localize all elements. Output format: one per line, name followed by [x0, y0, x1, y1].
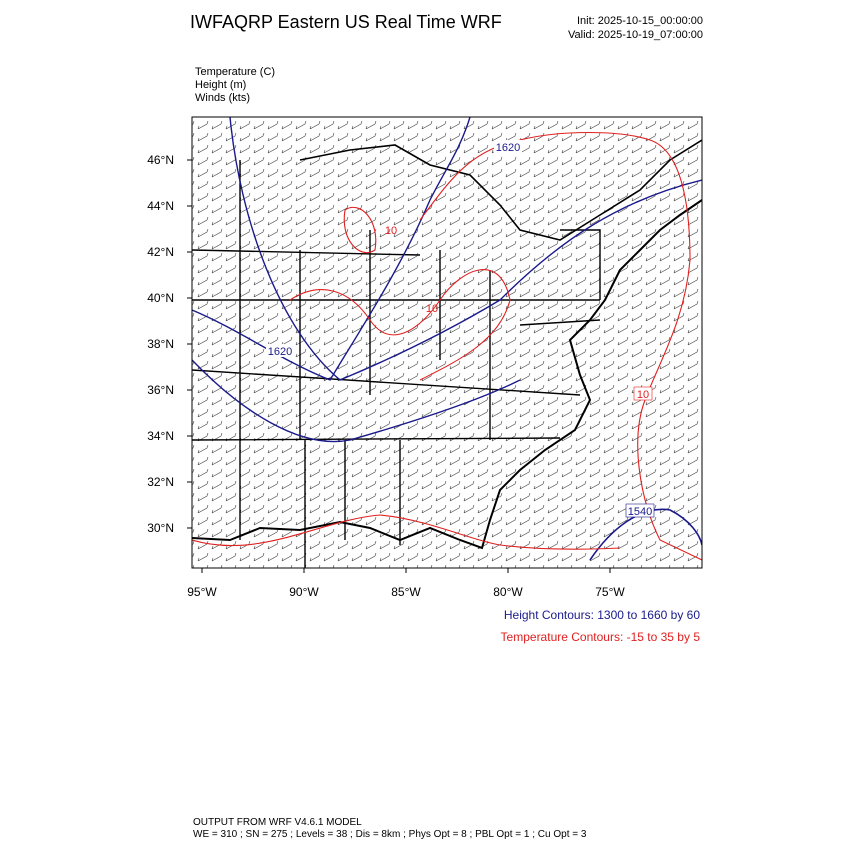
- contour-label: 10: [385, 225, 397, 237]
- footer: WE = 310 ; SN = 275 ; Levels = 38 ; Dis …: [193, 829, 587, 840]
- valid-time: Valid: 2025-10-19_07:00:00: [568, 29, 703, 41]
- height-legend: Height Contours: 1300 to 1660 by 60: [504, 608, 700, 622]
- contour-label: 1540: [628, 506, 652, 518]
- lon-tick-label: 90°W: [289, 585, 319, 599]
- label-box: [266, 344, 294, 357]
- lat-tick-label: 32°N: [147, 475, 174, 489]
- lat-tick-label: 36°N: [147, 383, 174, 397]
- lat-tick-label: 38°N: [147, 337, 174, 351]
- lon-tick-label: 75°W: [595, 585, 625, 599]
- state-lines: [192, 160, 601, 568]
- height-contour: [192, 117, 471, 381]
- lat-tick-label: 40°N: [147, 291, 174, 305]
- lat-tick-label: 34°N: [147, 429, 174, 443]
- field-label: Height (m): [195, 79, 246, 91]
- temperature-contour: [192, 514, 621, 550]
- temperature-contour: [289, 269, 511, 381]
- contour-label: 1620: [268, 346, 292, 358]
- border: [299, 139, 702, 241]
- footer: OUTPUT FROM WRF V4.6.1 MODEL: [193, 817, 362, 828]
- lat-tick-label: 44°N: [147, 199, 174, 213]
- field-label: Winds (kts): [195, 92, 250, 104]
- temperature-legend: Temperature Contours: -15 to 35 by 5: [501, 630, 701, 644]
- label-box: [633, 386, 653, 401]
- height-contour: [589, 508, 702, 561]
- lat-tick-label: 46°N: [147, 153, 174, 167]
- map-body: [192, 117, 702, 568]
- lon-tick-label: 95°W: [187, 585, 217, 599]
- label-box: [625, 503, 655, 518]
- label-box: [494, 140, 522, 153]
- init-time: Init: 2025-10-15_00:00:00: [577, 15, 703, 27]
- lat-tick-label: 42°N: [147, 245, 174, 259]
- contour-label: 10: [637, 389, 649, 401]
- contour-label: 1620: [496, 142, 520, 154]
- height-contour: [229, 117, 702, 381]
- temperature-contour: [343, 207, 377, 253]
- contour-labels: 1620 1620 1540 10 10 10: [266, 140, 655, 518]
- field-label: Temperature (C): [195, 66, 275, 78]
- wind-barbs: [192, 117, 702, 568]
- axes: 46°N 44°N 42°N 40°N 38°N 36°N 34°N 32°N 30°N 95°W…: [147, 153, 625, 599]
- lon-tick-label: 80°W: [493, 585, 523, 599]
- title: IWFAQRP Eastern US Real Time WRF: [190, 12, 502, 32]
- lat-tick-label: 30°N: [147, 521, 174, 535]
- lon-tick-label: 85°W: [391, 585, 421, 599]
- map-frame: [191, 116, 703, 569]
- height-contour: [192, 359, 521, 443]
- contour-label: 10: [426, 303, 438, 315]
